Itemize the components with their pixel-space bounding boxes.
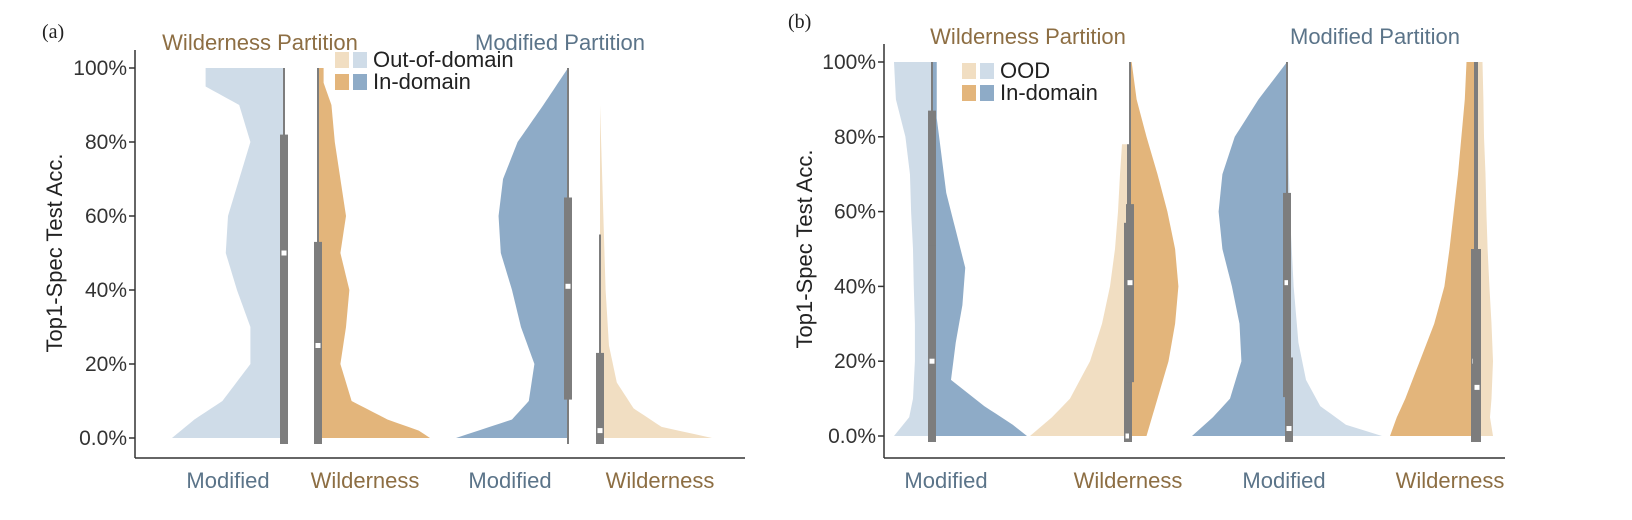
violin-wilderness-ood <box>1030 144 1130 436</box>
x-category-label: Wilderness <box>311 468 420 493</box>
violin-wilderness-in <box>318 68 430 438</box>
partition-title: Wilderness Partition <box>162 30 358 55</box>
partition-title: Wilderness Partition <box>930 24 1126 49</box>
violin-modified-ood <box>894 62 932 436</box>
violin-modified-ood <box>1287 80 1382 436</box>
legend-label: In-domain <box>373 69 471 94</box>
legend-swatch-wilderness <box>962 85 976 101</box>
median-marker <box>1284 280 1290 286</box>
y-tick-label: 80% <box>834 126 876 149</box>
median-marker <box>1125 433 1131 439</box>
y-tick-label: 40% <box>834 275 876 298</box>
chart-panel-a: (a) Wilderness Partition Modified Partitio… <box>42 21 745 493</box>
x-category-label: Modified <box>904 468 987 493</box>
violin-wilderness-ood <box>600 105 712 438</box>
legend-label: OOD <box>1000 58 1050 83</box>
y-tick-label: 80% <box>85 131 127 154</box>
panel-tag: (b) <box>788 11 811 33</box>
legend-swatch-wilderness <box>962 63 976 79</box>
median-marker <box>565 283 571 289</box>
y-tick-label: 60% <box>85 205 127 228</box>
legend-swatch-modified <box>353 52 367 68</box>
chart-panel-b: (b) Wilderness Partition Modified Partitio… <box>788 11 1505 493</box>
y-tick-label: 100% <box>822 51 876 74</box>
y-tick-label: 100% <box>73 57 127 80</box>
median-marker <box>1286 426 1292 432</box>
legend-label: In-domain <box>1000 80 1098 105</box>
violin-modified-in <box>456 68 568 438</box>
partition-title: Modified Partition <box>1290 24 1460 49</box>
violin-modified-in <box>1192 62 1287 436</box>
iqr-box <box>596 352 604 444</box>
x-category-label: Wilderness <box>1074 468 1183 493</box>
violin-modified-ood <box>172 68 284 438</box>
y-axis-label: Top1-Spec Test Acc. <box>792 150 817 349</box>
x-category-label: Wilderness <box>1396 468 1505 493</box>
iqr-box <box>1473 249 1481 442</box>
y-tick-label: 20% <box>85 353 127 376</box>
x-category-label: Modified <box>1242 468 1325 493</box>
legend-swatch-modified <box>353 74 367 90</box>
x-category-label: Modified <box>468 468 551 493</box>
violin-wilderness-in <box>1390 62 1475 436</box>
partition-title: Modified Partition <box>475 30 645 55</box>
y-tick-label: 20% <box>834 350 876 373</box>
y-tick-label: 40% <box>85 279 127 302</box>
violin-wilderness-in <box>1130 62 1179 436</box>
x-category-label: Wilderness <box>606 468 715 493</box>
iqr-box <box>314 241 322 444</box>
iqr-box <box>1285 357 1293 442</box>
median-marker <box>315 343 321 348</box>
legend-swatch-modified <box>980 63 994 79</box>
iqr-box <box>564 197 572 400</box>
legend-swatch-modified <box>980 85 994 101</box>
y-tick-label: 60% <box>834 201 876 224</box>
y-axis-label: Top1-Spec Test Acc. <box>42 154 67 353</box>
legend-swatch-wilderness <box>335 74 349 90</box>
y-tick-label: 0.0% <box>79 427 127 450</box>
median-marker <box>597 428 603 434</box>
median-marker <box>1474 384 1480 390</box>
violin-modified-in <box>932 62 1027 436</box>
x-category-label: Modified <box>186 468 269 493</box>
iqr-box <box>928 245 936 442</box>
median-marker <box>929 358 935 364</box>
iqr-box <box>280 134 288 444</box>
panel-tag: (a) <box>42 21 64 43</box>
iqr-box <box>1126 204 1134 383</box>
median-marker <box>1127 280 1133 286</box>
iqr-box <box>1283 192 1291 398</box>
median-marker <box>281 250 287 256</box>
legend-swatch-wilderness <box>335 52 349 68</box>
y-tick-label: 0.0% <box>828 425 876 448</box>
legend-label: Out-of-domain <box>373 47 514 72</box>
